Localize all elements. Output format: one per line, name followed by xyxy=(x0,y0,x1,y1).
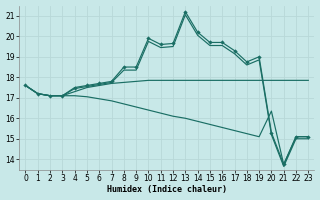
X-axis label: Humidex (Indice chaleur): Humidex (Indice chaleur) xyxy=(107,185,227,194)
